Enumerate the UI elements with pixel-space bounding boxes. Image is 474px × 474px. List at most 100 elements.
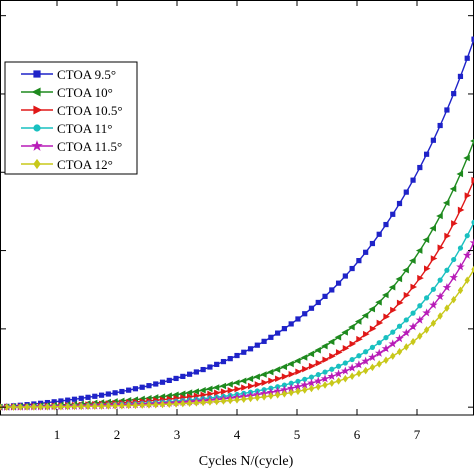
data-point-marker [464,276,470,285]
data-point-marker [78,395,84,401]
x-tick-label: 2 [114,427,121,442]
data-point-marker [449,185,457,193]
data-point-marker [437,122,443,129]
data-point-marker [207,364,213,370]
data-point-marker [430,286,436,292]
data-point-marker [173,375,179,382]
data-point-marker [410,310,416,316]
data-point-marker [444,107,450,113]
legend-label: CTOA 12° [57,157,113,172]
series-6 [0,265,474,411]
data-point-marker [396,299,404,307]
data-point-marker [322,369,328,375]
data-point-marker [396,347,403,356]
data-point-marker [341,366,350,375]
data-point-marker [293,357,301,365]
data-point-marker [322,293,328,299]
data-point-marker [85,394,91,400]
data-point-marker [356,369,362,378]
data-point-marker [376,340,382,346]
legend-label: CTOA 9.5° [57,67,116,82]
data-point-marker [139,401,145,409]
legend-label: CTOA 10° [57,85,113,100]
data-point-marker [322,381,328,389]
data-point-marker [442,199,450,207]
legend-label: CTOA 11.5° [57,139,122,154]
data-point-marker [246,375,254,383]
data-point-marker [105,391,111,397]
data-point-marker [390,306,397,314]
data-point-marker [31,139,43,151]
data-point-marker [112,390,118,396]
data-point-marker [444,304,450,312]
data-point-marker [247,382,255,390]
data-point-marker [308,362,316,370]
data-point-marker [327,371,337,381]
data-point-marker [254,381,262,388]
legend-entry: CTOA 9.5° [21,67,116,82]
data-point-marker [307,378,316,387]
data-point-marker [436,212,443,220]
data-point-marker [383,356,389,364]
data-point-marker [430,319,437,328]
data-point-marker [369,325,377,333]
data-point-marker [199,386,206,394]
data-point-marker [241,349,247,355]
data-point-marker [126,387,132,393]
data-point-marker [409,257,416,264]
data-point-marker [33,70,41,78]
data-point-marker [275,375,282,383]
data-point-marker [233,379,240,386]
data-point-marker [214,389,221,397]
data-point-marker [361,356,370,365]
data-point-marker [457,206,465,214]
data-point-marker [374,348,384,357]
data-point-marker [362,366,369,375]
data-point-marker [335,280,342,286]
data-point-marker [92,402,98,410]
data-point-marker [207,398,213,406]
data-point-marker [239,377,247,385]
data-point-marker [254,393,261,402]
data-point-marker [185,389,193,396]
data-point-marker [437,244,445,251]
data-point-marker [58,402,64,411]
data-point-marker [444,232,451,240]
x-tick-label: 5 [294,427,301,442]
x-tick-label: 4 [234,427,241,442]
data-point-marker [260,371,267,378]
x-tick-label: 7 [414,427,421,442]
data-point-marker [226,381,233,388]
data-point-marker [329,352,336,360]
legend-label: CTOA 10.5° [57,103,123,118]
data-point-marker [146,401,152,409]
data-point-marker [415,315,425,324]
data-point-marker [295,387,301,396]
data-point-marker [213,397,220,406]
data-point-marker [435,292,445,301]
data-point-marker [334,369,343,378]
data-point-marker [408,322,418,331]
data-point-marker [193,369,199,375]
data-point-marker [462,250,472,259]
data-point-marker [273,366,281,373]
data-point-marker [349,340,357,348]
data-point-marker [241,395,247,403]
data-point-marker [65,397,71,403]
legend-entry: CTOA 10.5° [21,103,123,118]
data-point-marker [200,398,206,407]
data-point-marker [261,393,267,401]
data-point-marker [132,401,139,410]
data-point-marker [302,386,308,394]
data-point-marker [227,387,235,394]
data-point-marker [363,330,370,338]
data-point-marker [180,399,186,408]
legend-label: CTOA 11° [57,121,112,136]
data-point-marker [401,328,411,337]
data-point-marker [295,368,302,376]
data-point-marker [423,265,431,272]
data-point-marker [207,390,214,398]
data-point-marker [112,402,118,410]
data-point-marker [214,361,220,367]
data-point-marker [423,151,430,157]
